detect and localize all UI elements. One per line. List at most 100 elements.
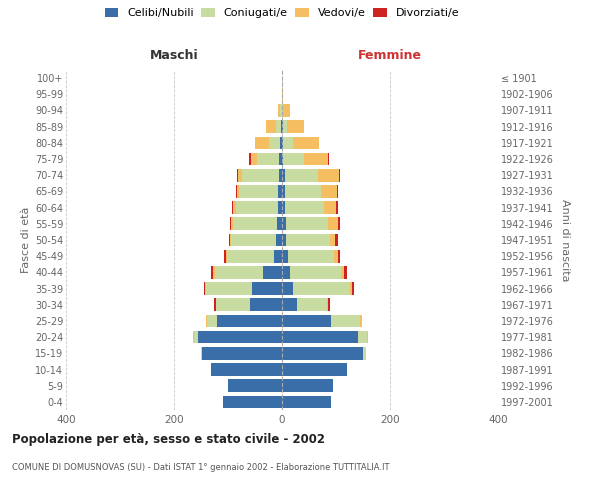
Bar: [352, 282, 355, 295]
Bar: [278, 202, 282, 214]
Legend: Celibi/Nubili, Coniugati/e, Vedovi/e, Divorziati/e: Celibi/Nubili, Coniugati/e, Vedovi/e, Di…: [103, 6, 461, 20]
Bar: [286, 234, 329, 246]
Bar: [232, 202, 233, 214]
Bar: [250, 298, 282, 311]
Bar: [285, 202, 324, 214]
Bar: [269, 136, 280, 149]
Bar: [255, 136, 269, 149]
Bar: [236, 202, 278, 214]
Bar: [206, 282, 253, 295]
Bar: [211, 266, 214, 278]
Bar: [285, 185, 322, 198]
Bar: [349, 282, 352, 295]
Bar: [289, 250, 334, 262]
Bar: [331, 314, 360, 328]
Bar: [290, 266, 341, 278]
Bar: [328, 298, 330, 311]
Bar: [204, 282, 205, 295]
Bar: [338, 169, 340, 181]
Bar: [242, 169, 279, 181]
Bar: [363, 347, 366, 360]
Bar: [229, 234, 230, 246]
Bar: [228, 380, 282, 392]
Bar: [282, 185, 285, 198]
Bar: [336, 202, 338, 214]
Bar: [282, 380, 334, 392]
Bar: [327, 298, 328, 311]
Bar: [324, 202, 336, 214]
Bar: [205, 282, 206, 295]
Text: Maschi: Maschi: [149, 50, 199, 62]
Bar: [282, 298, 297, 311]
Bar: [249, 152, 251, 166]
Bar: [275, 234, 282, 246]
Bar: [287, 120, 304, 133]
Bar: [360, 314, 362, 328]
Bar: [282, 314, 331, 328]
Bar: [223, 396, 282, 408]
Bar: [281, 120, 282, 133]
Bar: [278, 104, 280, 117]
Bar: [277, 218, 282, 230]
Bar: [285, 169, 318, 181]
Bar: [233, 202, 236, 214]
Bar: [328, 218, 338, 230]
Bar: [304, 152, 328, 166]
Bar: [344, 266, 347, 278]
Bar: [198, 331, 282, 344]
Bar: [227, 250, 274, 262]
Bar: [214, 266, 215, 278]
Bar: [282, 347, 363, 360]
Bar: [297, 298, 327, 311]
Bar: [334, 250, 338, 262]
Bar: [239, 185, 278, 198]
Bar: [282, 250, 289, 262]
Bar: [217, 314, 282, 328]
Bar: [282, 169, 285, 181]
Bar: [367, 331, 368, 344]
Bar: [230, 234, 231, 246]
Bar: [263, 266, 282, 278]
Y-axis label: Anni di nascita: Anni di nascita: [560, 198, 571, 281]
Bar: [236, 185, 239, 198]
Bar: [224, 250, 226, 262]
Bar: [338, 250, 340, 262]
Text: COMUNE DI DOMUSNOVAS (SU) - Dati ISTAT 1° gennaio 2002 - Elaborazione TUTTITALIA: COMUNE DI DOMUSNOVAS (SU) - Dati ISTAT 1…: [12, 462, 389, 471]
Bar: [282, 282, 293, 295]
Bar: [230, 218, 231, 230]
Bar: [201, 347, 202, 360]
Bar: [337, 185, 338, 198]
Text: Femmine: Femmine: [358, 50, 422, 62]
Bar: [293, 136, 319, 149]
Bar: [282, 152, 283, 166]
Bar: [233, 218, 277, 230]
Bar: [226, 250, 227, 262]
Bar: [280, 152, 282, 166]
Bar: [282, 234, 286, 246]
Bar: [293, 282, 349, 295]
Bar: [216, 298, 250, 311]
Bar: [338, 218, 340, 230]
Bar: [253, 282, 282, 295]
Bar: [238, 169, 242, 181]
Bar: [358, 331, 367, 344]
Bar: [231, 218, 233, 230]
Bar: [282, 104, 283, 117]
Bar: [274, 250, 282, 262]
Bar: [280, 136, 282, 149]
Bar: [282, 88, 283, 101]
Bar: [275, 120, 281, 133]
Bar: [231, 234, 275, 246]
Bar: [206, 314, 208, 328]
Bar: [335, 234, 338, 246]
Bar: [328, 152, 329, 166]
Bar: [283, 104, 290, 117]
Bar: [257, 152, 280, 166]
Bar: [282, 396, 331, 408]
Bar: [282, 363, 347, 376]
Bar: [194, 331, 198, 344]
Bar: [322, 185, 337, 198]
Bar: [282, 120, 283, 133]
Bar: [282, 136, 283, 149]
Text: Popolazione per età, sesso e stato civile - 2002: Popolazione per età, sesso e stato civil…: [12, 432, 325, 446]
